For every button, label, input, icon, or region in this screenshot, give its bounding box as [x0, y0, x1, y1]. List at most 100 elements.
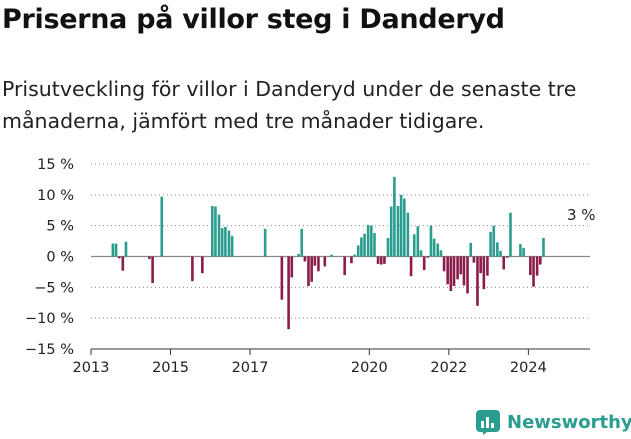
bar: [393, 176, 396, 257]
bar: [459, 256, 463, 275]
latest-value-annotation: 3 %: [567, 206, 596, 224]
chart-subtitle: Prisutveckling för villor i Danderyd und…: [2, 77, 577, 133]
bar: [422, 256, 426, 271]
y-tick-label: −5 %: [34, 280, 74, 296]
newsworthy-chart-icon: [476, 410, 500, 435]
x-tick-label: 2017: [232, 360, 269, 376]
y-tick-label: 10 %: [37, 188, 74, 204]
bar: [535, 256, 539, 276]
bar: [439, 250, 443, 257]
bar: [462, 256, 466, 286]
bar: [151, 256, 154, 284]
bar: [313, 256, 317, 266]
bar: [356, 245, 360, 257]
bar: [224, 226, 227, 257]
bar: [160, 196, 164, 257]
bar: [386, 238, 390, 257]
bar: [360, 237, 363, 257]
bar: [426, 256, 430, 258]
bar: [280, 256, 284, 300]
bar: [476, 256, 479, 306]
chart-title: Priserna på villor steg i Danderyd: [2, 4, 505, 35]
y-tick-label: 0 %: [46, 250, 74, 266]
bar: [509, 212, 512, 257]
bar: [121, 256, 125, 271]
bar: [287, 256, 290, 330]
bar: [479, 256, 482, 274]
x-tick-label: 2022: [430, 360, 467, 376]
bar-chart: 15 %10 %5 %0 %−5 %−10 %−15 % 2013 2015 201…: [25, 157, 596, 376]
x-axis: 2013 2015 2017 2020 2022 2024: [73, 348, 590, 376]
bar: [366, 225, 370, 257]
bar: [432, 238, 436, 257]
bar: [412, 234, 416, 257]
bar: [452, 256, 456, 287]
x-tick-label: 2024: [510, 360, 547, 376]
bar: [489, 231, 492, 257]
bar: [379, 256, 383, 265]
bar: [383, 256, 386, 264]
bar: [403, 198, 406, 257]
bar: [482, 256, 486, 290]
bar: [217, 214, 221, 257]
x-tick-label: 2020: [351, 360, 388, 376]
y-tick-label: −15 %: [25, 342, 74, 358]
bar: [191, 256, 194, 282]
bar: [449, 256, 453, 292]
bar: [210, 205, 214, 257]
bar: [409, 256, 413, 277]
bar: [300, 228, 304, 257]
bar: [442, 256, 446, 272]
bar: [496, 242, 499, 257]
bar: [492, 225, 496, 257]
bar: [502, 256, 506, 270]
bar: [486, 256, 489, 276]
bar: [519, 244, 522, 257]
bar: [506, 256, 509, 258]
gridlines: [91, 163, 590, 350]
bar: [370, 225, 373, 257]
x-tick-label: 2015: [152, 360, 189, 376]
bar: [373, 233, 376, 257]
x-tick-label: 2013: [73, 360, 110, 376]
brand-name: Newsworthy: [507, 411, 631, 433]
bar: [446, 256, 449, 285]
bar: [472, 256, 476, 263]
bar: [396, 205, 400, 257]
bar: [148, 256, 151, 259]
newsworthy-brand: Newsworthy: [475, 409, 631, 435]
bar: [201, 256, 204, 274]
bar: [539, 256, 542, 265]
bar: [343, 256, 346, 275]
bar: [323, 256, 327, 267]
bar: [376, 256, 380, 264]
bar: [263, 228, 267, 257]
bar: [499, 250, 502, 257]
bar: [114, 243, 118, 257]
y-axis: 15 % 10 % 5 % 0 % −5 % −10 % −15 %: [25, 157, 74, 358]
bar: [330, 254, 333, 257]
bar: [436, 243, 440, 257]
bar: [406, 212, 410, 257]
bar: [317, 256, 320, 272]
bar: [456, 256, 459, 280]
bar: [466, 256, 469, 294]
y-tick-label: 15 %: [37, 157, 74, 173]
bar: [117, 256, 121, 259]
bar: [303, 256, 307, 262]
y-tick-label: 5 %: [46, 219, 74, 235]
bar: [419, 250, 423, 257]
bar: [389, 206, 393, 257]
bar: [227, 230, 231, 257]
bar: [214, 206, 217, 257]
bar: [230, 236, 234, 257]
bar: [363, 233, 366, 257]
bar: [542, 238, 545, 257]
bar: [350, 256, 353, 264]
bar: [124, 241, 128, 257]
bar: [522, 247, 525, 257]
bar: [310, 256, 313, 282]
bar: [532, 256, 535, 287]
bar: [111, 243, 115, 257]
bar: [353, 254, 356, 257]
